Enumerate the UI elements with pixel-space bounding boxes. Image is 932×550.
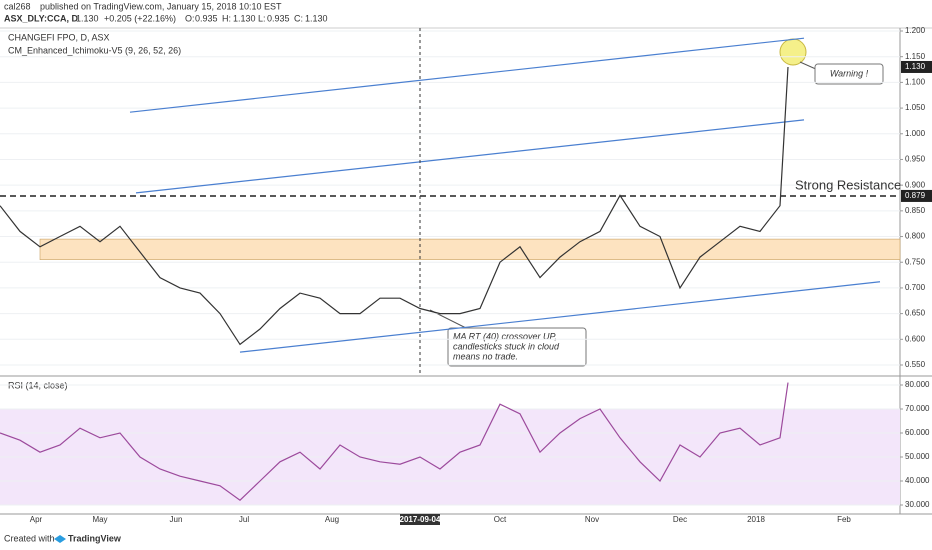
high: 1.130 (233, 13, 256, 23)
y-tick-label: 0.600 (905, 334, 926, 343)
resistance-text: Strong Resistance (795, 177, 901, 192)
x-tick-highlight (400, 514, 440, 525)
symbol: ASX_DLY:CCA, D (4, 13, 79, 23)
published: published on TradingView.com, January 15… (40, 1, 282, 11)
low-label: L: (258, 13, 266, 23)
callout-box (814, 63, 884, 85)
change: +0.205 (+22.16%) (104, 13, 176, 23)
x-tick-label: May (92, 515, 107, 524)
logo (54, 535, 66, 543)
price-tag (901, 60, 932, 73)
x-tick-label: Oct (494, 515, 507, 524)
price-tag (901, 189, 932, 202)
x-tick-label: 2017-09-04 (400, 515, 441, 524)
x-tick-label: Nov (585, 515, 599, 524)
annotation: Warning ! (830, 68, 869, 78)
x-tick-label: Apr (30, 515, 43, 524)
y-tick-label: 0.800 (905, 232, 926, 241)
low: 0.935 (267, 13, 290, 23)
y-tick-label: 0.700 (905, 283, 926, 292)
annotation: means no trade. (453, 351, 518, 361)
price-tag-label: 1.130 (905, 62, 926, 71)
rsi-line (0, 382, 789, 501)
price-line (0, 66, 789, 346)
y-tick-label: 0.850 (905, 206, 926, 215)
footer-brand[interactable]: TradingView (68, 533, 122, 543)
indicator-title: CM_Enhanced_Ichimoku-V5 (9, 26, 52, 26) (8, 45, 181, 55)
y-tick-label: 60.000 (905, 428, 930, 437)
y-tick-label: 40.000 (905, 476, 930, 485)
y-tick-label: 30.000 (905, 500, 930, 509)
y-tick-label: 1.000 (905, 129, 926, 138)
callout-box (447, 327, 587, 367)
trend-line (239, 281, 881, 353)
y-tick-label: 1.100 (905, 77, 926, 86)
annotation: MA RT (40) crossover UP, (453, 331, 557, 341)
x-tick-label: Feb (837, 515, 851, 524)
x-tick-label: Jun (170, 515, 183, 524)
open: 0.935 (195, 13, 218, 23)
x-tick-label: Aug (325, 515, 339, 524)
warning-marker (779, 38, 807, 66)
price-tag-label: 0.879 (905, 191, 926, 200)
close-label: C: (294, 13, 303, 23)
trend-line (135, 119, 805, 194)
footer-created: Created with (4, 533, 55, 543)
x-tick-label: Dec (673, 515, 687, 524)
zone (39, 238, 901, 260)
y-tick-label: 0.900 (905, 180, 926, 189)
x-tick-label: Jul (239, 515, 249, 524)
author: cal268 (4, 1, 31, 11)
trend-line (129, 37, 805, 113)
high-label: H: (222, 13, 231, 23)
y-tick-label: 0.650 (905, 309, 926, 318)
price-axis: 0.550 0.600 0.650 0.700 0.750 0.800 0.850 0.900… (900, 26, 932, 509)
price: 1.130 (76, 13, 99, 23)
open-label: O: (185, 13, 195, 23)
y-tick-label: 0.950 (905, 155, 926, 164)
y-tick-label: 0.550 (905, 360, 926, 369)
y-tick-label: 80.000 (905, 380, 930, 389)
x-tick-label: 2018 (747, 515, 765, 524)
y-tick-label: 1.150 (905, 52, 926, 61)
price-title: CHANGEFI FPO, D, ASX (8, 32, 110, 42)
close: 1.130 (305, 13, 328, 23)
y-tick-label: 1.200 (905, 26, 926, 35)
y-tick-label: 70.000 (905, 404, 930, 413)
y-tick-label: 50.000 (905, 452, 930, 461)
annotation: candlesticks stuck in cloud (453, 341, 560, 351)
y-tick-label: 0.750 (905, 257, 926, 266)
y-tick-label: 1.050 (905, 103, 926, 112)
